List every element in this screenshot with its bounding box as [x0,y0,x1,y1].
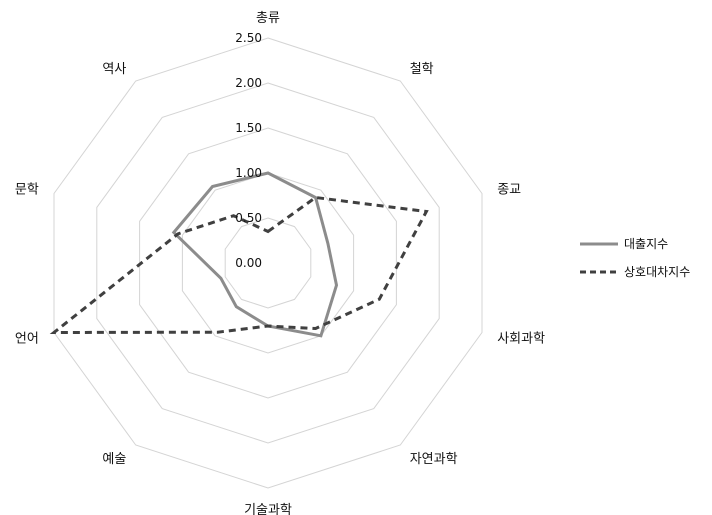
series-line-0 [171,171,339,338]
tick-label-4: 2.00 [235,76,262,90]
category-label-3: 사회과학 [497,332,545,347]
tick-labels: 0.00 0.50 1.00 1.50 2.00 2.50 [235,31,262,270]
grid-ring-5 [53,37,483,489]
tick-label-1: 0.50 [235,211,262,225]
category-label-5: 기술과학 [244,503,292,515]
series-layer [49,171,429,338]
tick-label-3: 1.50 [235,121,262,135]
category-label-1: 철학 [410,62,434,77]
tick-label-2: 1.00 [235,166,262,180]
legend-label-1: 상호대차지수 [624,265,690,279]
category-label-0: 총류 [256,11,280,26]
category-label-9: 역사 [102,62,126,77]
category-label-7: 언어 [15,332,39,347]
category-label-2: 종교 [497,183,521,198]
category-label-4: 자연과학 [410,452,458,467]
legend: 대출지수 상호대차지수 [580,237,690,279]
grid-ring-3 [139,127,397,399]
tick-label-5: 2.50 [235,31,262,45]
grid-ring-4 [96,82,440,444]
tick-label-0: 0.00 [235,256,262,270]
grid-ring-1 [224,217,312,309]
category-label-6: 예술 [102,452,126,467]
legend-label-0: 대출지수 [624,237,668,251]
grid [53,37,483,489]
grid-ring-2 [181,172,355,354]
category-label-8: 문학 [15,183,39,198]
